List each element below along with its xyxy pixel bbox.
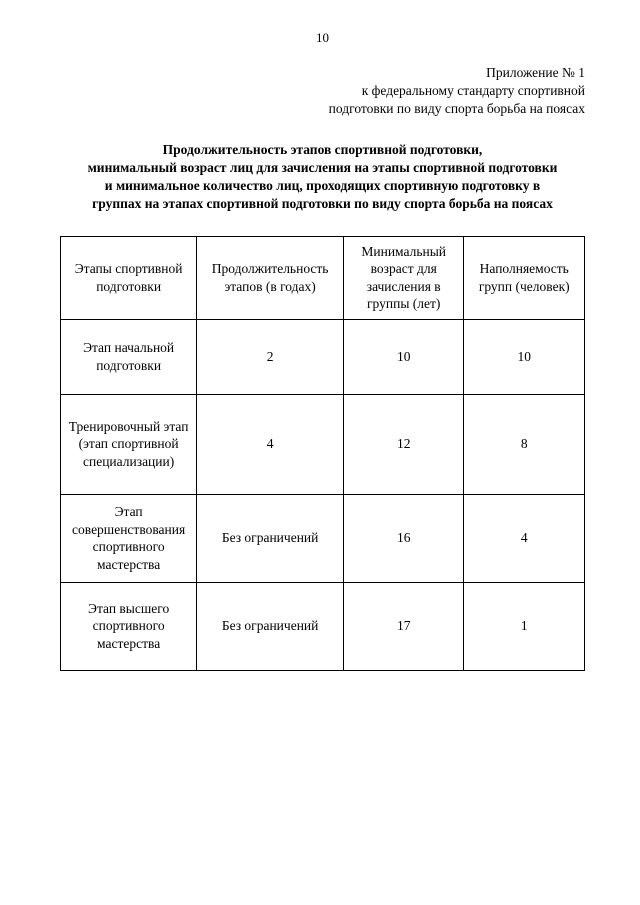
cell-stage: Этап начальной подготовки [61,319,197,394]
cell-age: 17 [343,582,464,670]
cell-stage: Тренировочный этап (этап спортивной спец… [61,394,197,494]
table-row: Тренировочный этап (этап спортивной спец… [61,394,585,494]
cell-duration: 4 [197,394,344,494]
cell-capacity: 10 [464,319,585,394]
cell-duration: 2 [197,319,344,394]
title-line-2: минимальный возраст лиц для зачисления н… [65,159,580,177]
title-line-1: Продолжительность этапов спортивной подг… [65,141,580,159]
cell-duration: Без ограничений [197,494,344,582]
header-duration: Продолжительность этапов (в годах) [197,236,344,319]
header-age: Минимальный возраст для зачисления в гру… [343,236,464,319]
cell-capacity: 1 [464,582,585,670]
appendix-header: Приложение № 1 к федеральному стандарту … [60,64,585,119]
title-line-3: и минимальное количество лиц, проходящих… [65,177,580,195]
page-number: 10 [60,30,585,46]
appendix-line-1: Приложение № 1 [60,64,585,82]
cell-stage: Этап высшего спортивного мастерства [61,582,197,670]
cell-capacity: 8 [464,394,585,494]
cell-capacity: 4 [464,494,585,582]
cell-stage: Этап совершенствования спортивного масте… [61,494,197,582]
cell-age: 10 [343,319,464,394]
table-row: Этап начальной подготовки 2 10 10 [61,319,585,394]
table-row: Этап совершенствования спортивного масте… [61,494,585,582]
appendix-line-3: подготовки по виду спорта борьба на пояс… [60,100,585,118]
header-stage: Этапы спортивной подготовки [61,236,197,319]
table-row: Этап высшего спортивного мастерства Без … [61,582,585,670]
appendix-line-2: к федеральному стандарту спортивной [60,82,585,100]
header-capacity: Наполняемость групп (человек) [464,236,585,319]
cell-duration: Без ограничений [197,582,344,670]
stages-table: Этапы спортивной подготовки Продолжитель… [60,236,585,671]
title-line-4: группах на этапах спортивной подготовки … [65,195,580,213]
table-header-row: Этапы спортивной подготовки Продолжитель… [61,236,585,319]
cell-age: 16 [343,494,464,582]
cell-age: 12 [343,394,464,494]
document-title: Продолжительность этапов спортивной подг… [60,141,585,214]
